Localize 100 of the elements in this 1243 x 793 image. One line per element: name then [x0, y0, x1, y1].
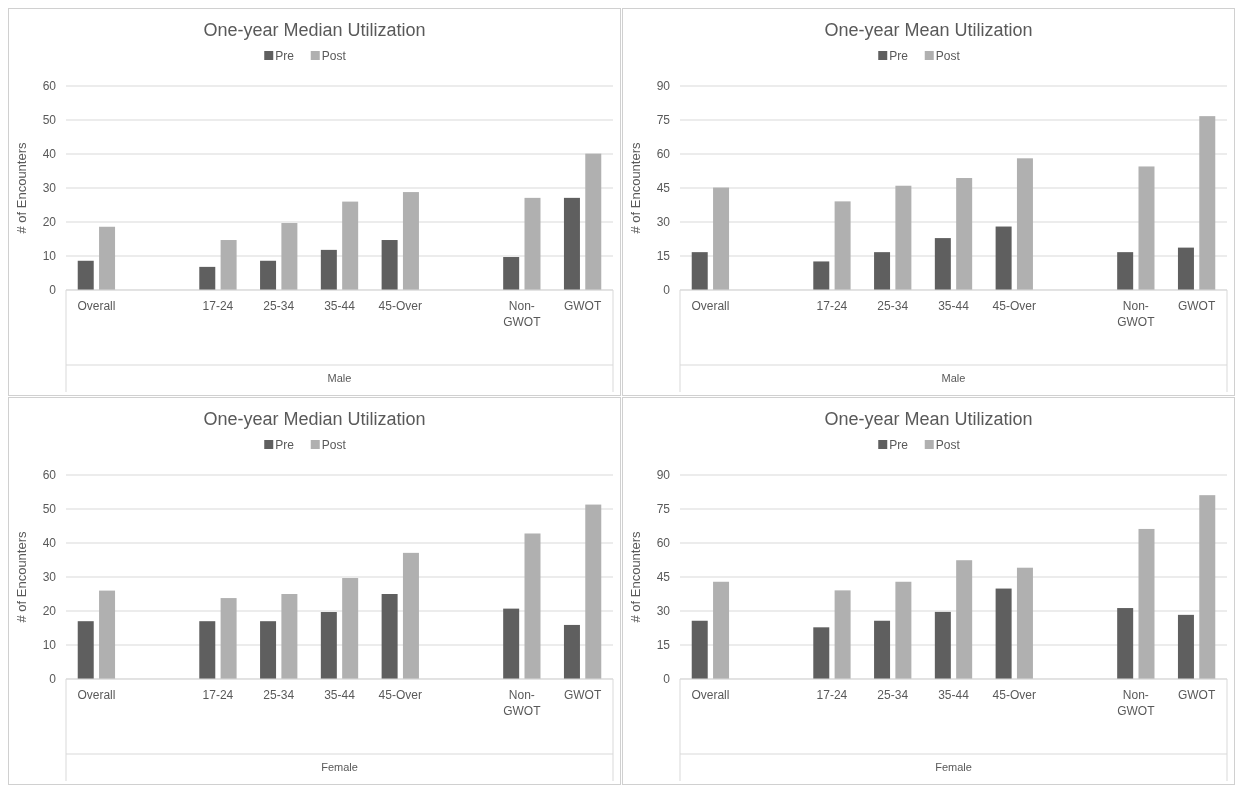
- x-tick-label: GWOT: [563, 299, 602, 313]
- bar: [77, 260, 94, 290]
- y-tick-label: 20: [42, 215, 57, 229]
- y-tick-label: 50: [42, 502, 57, 516]
- legend-label: Pre: [889, 438, 909, 452]
- y-tick-label: 20: [42, 604, 57, 618]
- bar: [402, 192, 419, 290]
- bar: [199, 621, 216, 679]
- x-tick-label: 35-44: [324, 299, 356, 313]
- bar: [1138, 528, 1155, 679]
- bar: [995, 226, 1012, 290]
- bar: [1199, 495, 1216, 679]
- bar: [1117, 252, 1134, 290]
- y-tick-label: 60: [656, 536, 671, 550]
- bar: [834, 590, 851, 679]
- chart-title: One-year Median Utilization: [203, 409, 426, 429]
- bar: [813, 627, 830, 679]
- x-tick-label: 45-Over: [992, 688, 1036, 702]
- bar: [1138, 166, 1155, 290]
- x-tick-label: 35-44: [938, 688, 970, 702]
- bar: [260, 260, 277, 290]
- y-tick-label: 90: [656, 79, 671, 93]
- bar: [281, 223, 298, 290]
- bar: [813, 261, 830, 290]
- chart-title: One-year Mean Utilization: [824, 409, 1033, 429]
- y-tick-label: 15: [656, 249, 671, 263]
- bar: [713, 581, 730, 679]
- x-tick-label: 17-24: [816, 688, 848, 702]
- x-axis-title: Female: [321, 761, 358, 773]
- bar: [402, 552, 419, 679]
- y-tick-label: 0: [663, 283, 671, 297]
- x-tick-label: 25-34: [263, 299, 295, 313]
- y-tick-label: 30: [656, 604, 671, 618]
- bar: [220, 598, 237, 679]
- bar: [1177, 247, 1194, 290]
- bar: [524, 197, 541, 290]
- y-axis-title: # of Encounters: [628, 141, 643, 234]
- legend-label: Post: [321, 438, 347, 452]
- legend-label: Post: [935, 49, 961, 63]
- x-axis-title: Male: [327, 372, 352, 384]
- y-axis-title: # of Encounters: [14, 141, 29, 234]
- bar: [77, 621, 94, 679]
- x-tick-label: 17-24: [202, 299, 234, 313]
- x-tick-label: Overall: [77, 299, 116, 313]
- y-tick-label: 30: [42, 181, 57, 195]
- legend-label: Pre: [275, 49, 295, 63]
- bar: [1177, 614, 1194, 679]
- bar: [834, 201, 851, 290]
- bar: [1117, 608, 1134, 679]
- x-axis-title: Male: [941, 372, 966, 384]
- x-axis-title: Female: [935, 761, 972, 773]
- bar: [956, 560, 973, 679]
- y-tick-label: 75: [656, 502, 671, 516]
- y-tick-label: 15: [656, 638, 671, 652]
- bar: [563, 624, 580, 679]
- bar: [585, 153, 602, 290]
- x-tick-label: Overall: [691, 299, 730, 313]
- bar: [1199, 116, 1216, 290]
- bar: [563, 197, 580, 290]
- bar: [281, 594, 298, 679]
- bar: [895, 581, 912, 679]
- x-tick-label: 45-Over: [378, 299, 422, 313]
- bar: [342, 201, 359, 290]
- y-tick-label: 10: [42, 638, 57, 652]
- bar: [691, 620, 708, 679]
- bar: [260, 621, 277, 679]
- x-tick-label: GWOT: [1177, 299, 1216, 313]
- bar: [995, 588, 1012, 679]
- bar: [895, 185, 912, 290]
- y-tick-label: 30: [656, 215, 671, 229]
- x-tick-label: 35-44: [324, 688, 356, 702]
- x-tick-label: Non-GWOT: [1117, 299, 1156, 329]
- y-axis-title: # of Encounters: [14, 530, 29, 623]
- bar: [934, 238, 951, 290]
- bar: [381, 240, 398, 290]
- x-tick-label: 35-44: [938, 299, 970, 313]
- bar: [874, 252, 891, 290]
- x-tick-label: 45-Over: [378, 688, 422, 702]
- x-tick-label: Overall: [691, 688, 730, 702]
- bar: [691, 252, 708, 290]
- x-tick-label: GWOT: [1177, 688, 1216, 702]
- y-tick-label: 50: [42, 113, 57, 127]
- y-tick-label: 0: [49, 283, 57, 297]
- bar: [585, 504, 602, 679]
- x-tick-label: Non-GWOT: [503, 299, 542, 329]
- bar: [874, 620, 891, 679]
- y-tick-label: 0: [663, 672, 671, 686]
- legend-label: Pre: [889, 49, 909, 63]
- bar: [99, 226, 116, 290]
- bar: [1016, 158, 1033, 290]
- bar: [713, 187, 730, 290]
- y-tick-label: 40: [42, 536, 57, 550]
- bar: [934, 611, 951, 679]
- bar: [503, 608, 520, 679]
- bar: [381, 594, 398, 679]
- x-tick-label: Overall: [77, 688, 116, 702]
- legend-label: Post: [321, 49, 347, 63]
- bar: [1016, 567, 1033, 679]
- bar: [320, 612, 337, 679]
- y-tick-label: 0: [49, 672, 57, 686]
